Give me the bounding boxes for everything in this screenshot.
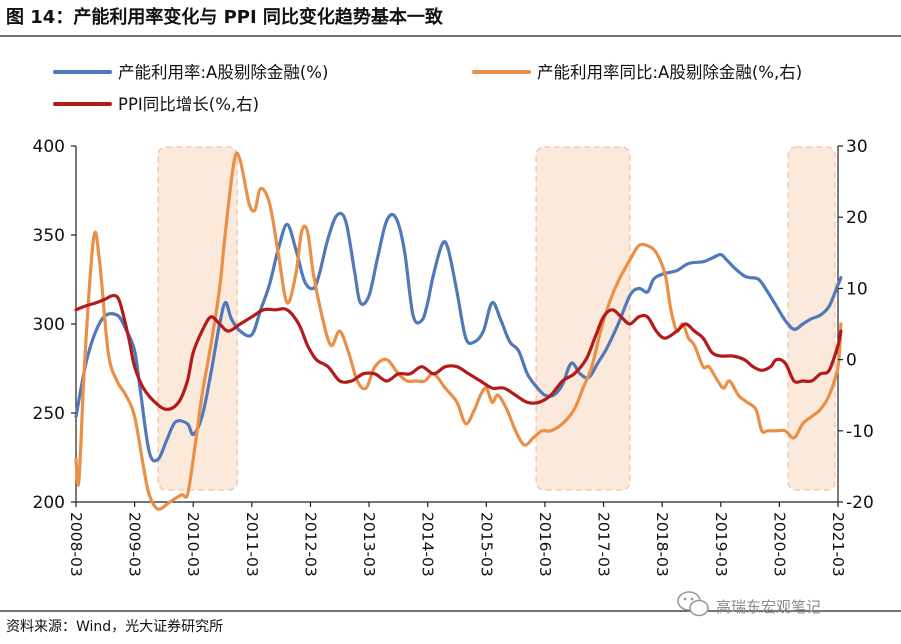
- x-tick-label: 2019-03: [712, 512, 730, 577]
- y-left-tick-label: 400: [33, 137, 65, 157]
- chart-title: 图 14：产能利用率变化与 PPI 同比变化趋势基本一致: [6, 6, 444, 28]
- legend-label-ppi: PPI同比增长(%,右): [118, 95, 259, 114]
- y-left-tick-label: 300: [33, 315, 65, 335]
- x-tick-label: 2016-03: [536, 512, 554, 577]
- y-left-tick-label: 250: [33, 404, 65, 424]
- watermark-text: 高瑞东宏观笔记: [716, 598, 821, 616]
- x-tick-label: 2009-03: [126, 512, 144, 577]
- legend-item-utilization: 产能利用率:A股剔除金融(%): [53, 63, 328, 82]
- legend-item-ppi: PPI同比增长(%,右): [53, 95, 259, 114]
- series-lines: [74, 151, 843, 511]
- legend-label-utilization-yoy: 产能利用率同比:A股剔除金融(%,右): [537, 63, 802, 82]
- y-right-tick-label: -10: [846, 422, 874, 442]
- source-note: 资料来源：Wind，光大证券研究所: [6, 619, 223, 635]
- x-tick-label: 2008-03: [67, 512, 85, 577]
- x-tick-label: 2013-03: [360, 512, 378, 577]
- legend-label-utilization: 产能利用率:A股剔除金融(%): [118, 63, 328, 82]
- x-tick-label: 2021-03: [829, 512, 847, 577]
- x-tick-label: 2020-03: [770, 512, 788, 577]
- x-tick-label: 2018-03: [653, 512, 671, 577]
- series-line-utilization: [74, 211, 843, 463]
- x-tick-label: 2017-03: [595, 512, 613, 577]
- y-axis-left-ticks: 200 250 300 350 400: [33, 137, 76, 513]
- watermark: 高瑞东宏观笔记: [677, 591, 821, 617]
- shaded-period-2: [535, 146, 631, 491]
- y-axis-right-ticks: -20 -10 0 10 20 30: [838, 137, 874, 513]
- series-line-ppi: [74, 293, 843, 411]
- y-right-tick-label: 10: [846, 279, 868, 299]
- x-tick-label: 2010-03: [184, 512, 202, 577]
- y-right-tick-label: 30: [846, 137, 868, 157]
- y-right-tick-label: 20: [846, 208, 868, 228]
- x-axis-ticks: 2008-03 2009-03 2010-03 2011-03 2012-03 2013-…: [67, 502, 847, 577]
- x-tick-label: 2011-03: [243, 512, 261, 577]
- y-left-tick-label: 350: [33, 226, 65, 246]
- legend-item-utilization-yoy: 产能利用率同比:A股剔除金融(%,右): [472, 63, 802, 82]
- y-left-tick-label: 200: [33, 493, 65, 513]
- wechat-icon: [677, 591, 709, 617]
- x-tick-label: 2012-03: [301, 512, 319, 577]
- series-line-utilization-yoy: [74, 151, 843, 511]
- legend: 产能利用率:A股剔除金融(%) 产能利用率同比:A股剔除金融(%,右) PPI同…: [53, 63, 802, 114]
- x-tick-label: 2015-03: [477, 512, 495, 577]
- y-right-tick-label: 0: [846, 351, 857, 371]
- x-tick-label: 2014-03: [419, 512, 437, 577]
- y-right-tick-label: -20: [846, 493, 874, 513]
